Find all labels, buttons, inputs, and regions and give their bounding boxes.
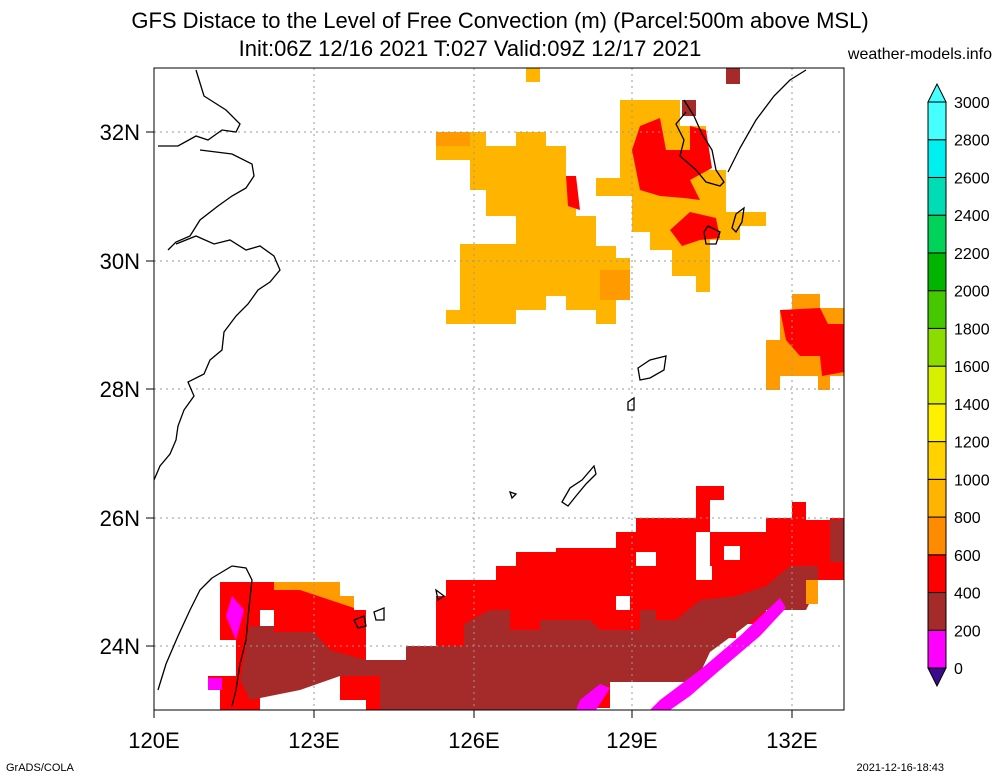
lat-label: 30N [100, 249, 140, 274]
coastlines [154, 69, 807, 707]
axis-ticks [146, 131, 793, 718]
colorbar-swatch [927, 592, 947, 631]
field-400-east-edge [830, 520, 844, 562]
lat-label: 26N [100, 506, 140, 531]
colorbar-label: 600 [954, 548, 981, 565]
lat-labels: 32N 30N 28N 26N 24N [100, 120, 140, 659]
colorbar-swatch [927, 101, 947, 141]
colorbar: 0 200 400 600 800 1000 1200 1400 1600 1800 2000 220… [927, 82, 990, 688]
brand-label: weather-models.info [847, 46, 992, 63]
colorbar-swatch [927, 478, 947, 518]
field-800-east-low [806, 580, 818, 604]
colorbar-label: 200 [954, 623, 981, 640]
colorbar-swatch [927, 365, 947, 405]
field-800-taiwan [274, 582, 354, 608]
colorbar-label: 0 [954, 661, 963, 678]
colorbar-swatch [927, 403, 947, 443]
field-400-northeast [682, 68, 740, 116]
field-1000-top [526, 68, 540, 82]
colorbar-label: 1600 [954, 359, 990, 376]
colorbar-swatch [927, 554, 947, 594]
coast-china [154, 69, 281, 481]
field-600-small [566, 176, 580, 210]
colorbar-swatch [927, 441, 947, 480]
lon-label: 123E [288, 728, 339, 753]
colorbar-label: 2800 [954, 133, 990, 150]
colorbar-swatch [927, 214, 947, 254]
colorbar-swatch [927, 176, 947, 216]
colorbar-label: 800 [954, 510, 981, 527]
colorbar-swatch [927, 252, 947, 292]
lon-label: 120E [128, 728, 179, 753]
colorbar-label: 2200 [954, 246, 990, 263]
lon-label: 129E [606, 728, 657, 753]
colorbar-lower-arrow [927, 667, 947, 688]
field-600-northeast-2 [670, 212, 720, 246]
field-600-east [780, 308, 844, 376]
colorbar-upper-arrow [927, 82, 947, 103]
colorbar-swatch [927, 629, 947, 669]
footer-timestamp: 2021-12-16-18:43 [856, 762, 944, 774]
coast-islands [353, 206, 745, 629]
field-layer [208, 68, 844, 710]
map-subtitle: Init:06Z 12/16 2021 T:027 Valid:09Z 12/1… [238, 36, 702, 61]
lon-label: 132E [766, 728, 817, 753]
field-1000-north [436, 132, 630, 324]
lon-label: 126E [448, 728, 499, 753]
lon-labels: 120E 123E 126E 129E 132E [128, 728, 817, 753]
lat-label: 32N [100, 120, 140, 145]
colorbar-label: 2600 [954, 170, 990, 187]
colorbar-swatch [927, 516, 947, 556]
lat-label: 28N [100, 377, 140, 402]
colorbar-label: 1400 [954, 397, 990, 414]
coast-taiwan [157, 565, 253, 707]
colorbar-label: 2400 [954, 208, 990, 225]
colorbar-swatch [927, 327, 947, 367]
field-400-south [240, 566, 818, 710]
footer-software: GrADS/COLA [6, 762, 74, 774]
gridlines [154, 68, 844, 710]
field-600-northeast [632, 118, 712, 200]
colorbar-swatch [927, 290, 947, 329]
colorbar-label: 1200 [954, 435, 990, 452]
colorbar-label: 400 [954, 586, 981, 603]
colorbar-swatch [927, 139, 947, 178]
lat-label: 24N [100, 634, 140, 659]
colorbar-label: 1800 [954, 321, 990, 338]
colorbar-label: 2000 [954, 284, 990, 301]
colorbar-label: 1000 [954, 472, 990, 489]
coast-kyushu [675, 69, 807, 187]
field-800-north-edges [436, 132, 630, 300]
colorbar-label: 3000 [954, 95, 990, 112]
map-title: GFS Distace to the Level of Free Convect… [131, 8, 869, 33]
